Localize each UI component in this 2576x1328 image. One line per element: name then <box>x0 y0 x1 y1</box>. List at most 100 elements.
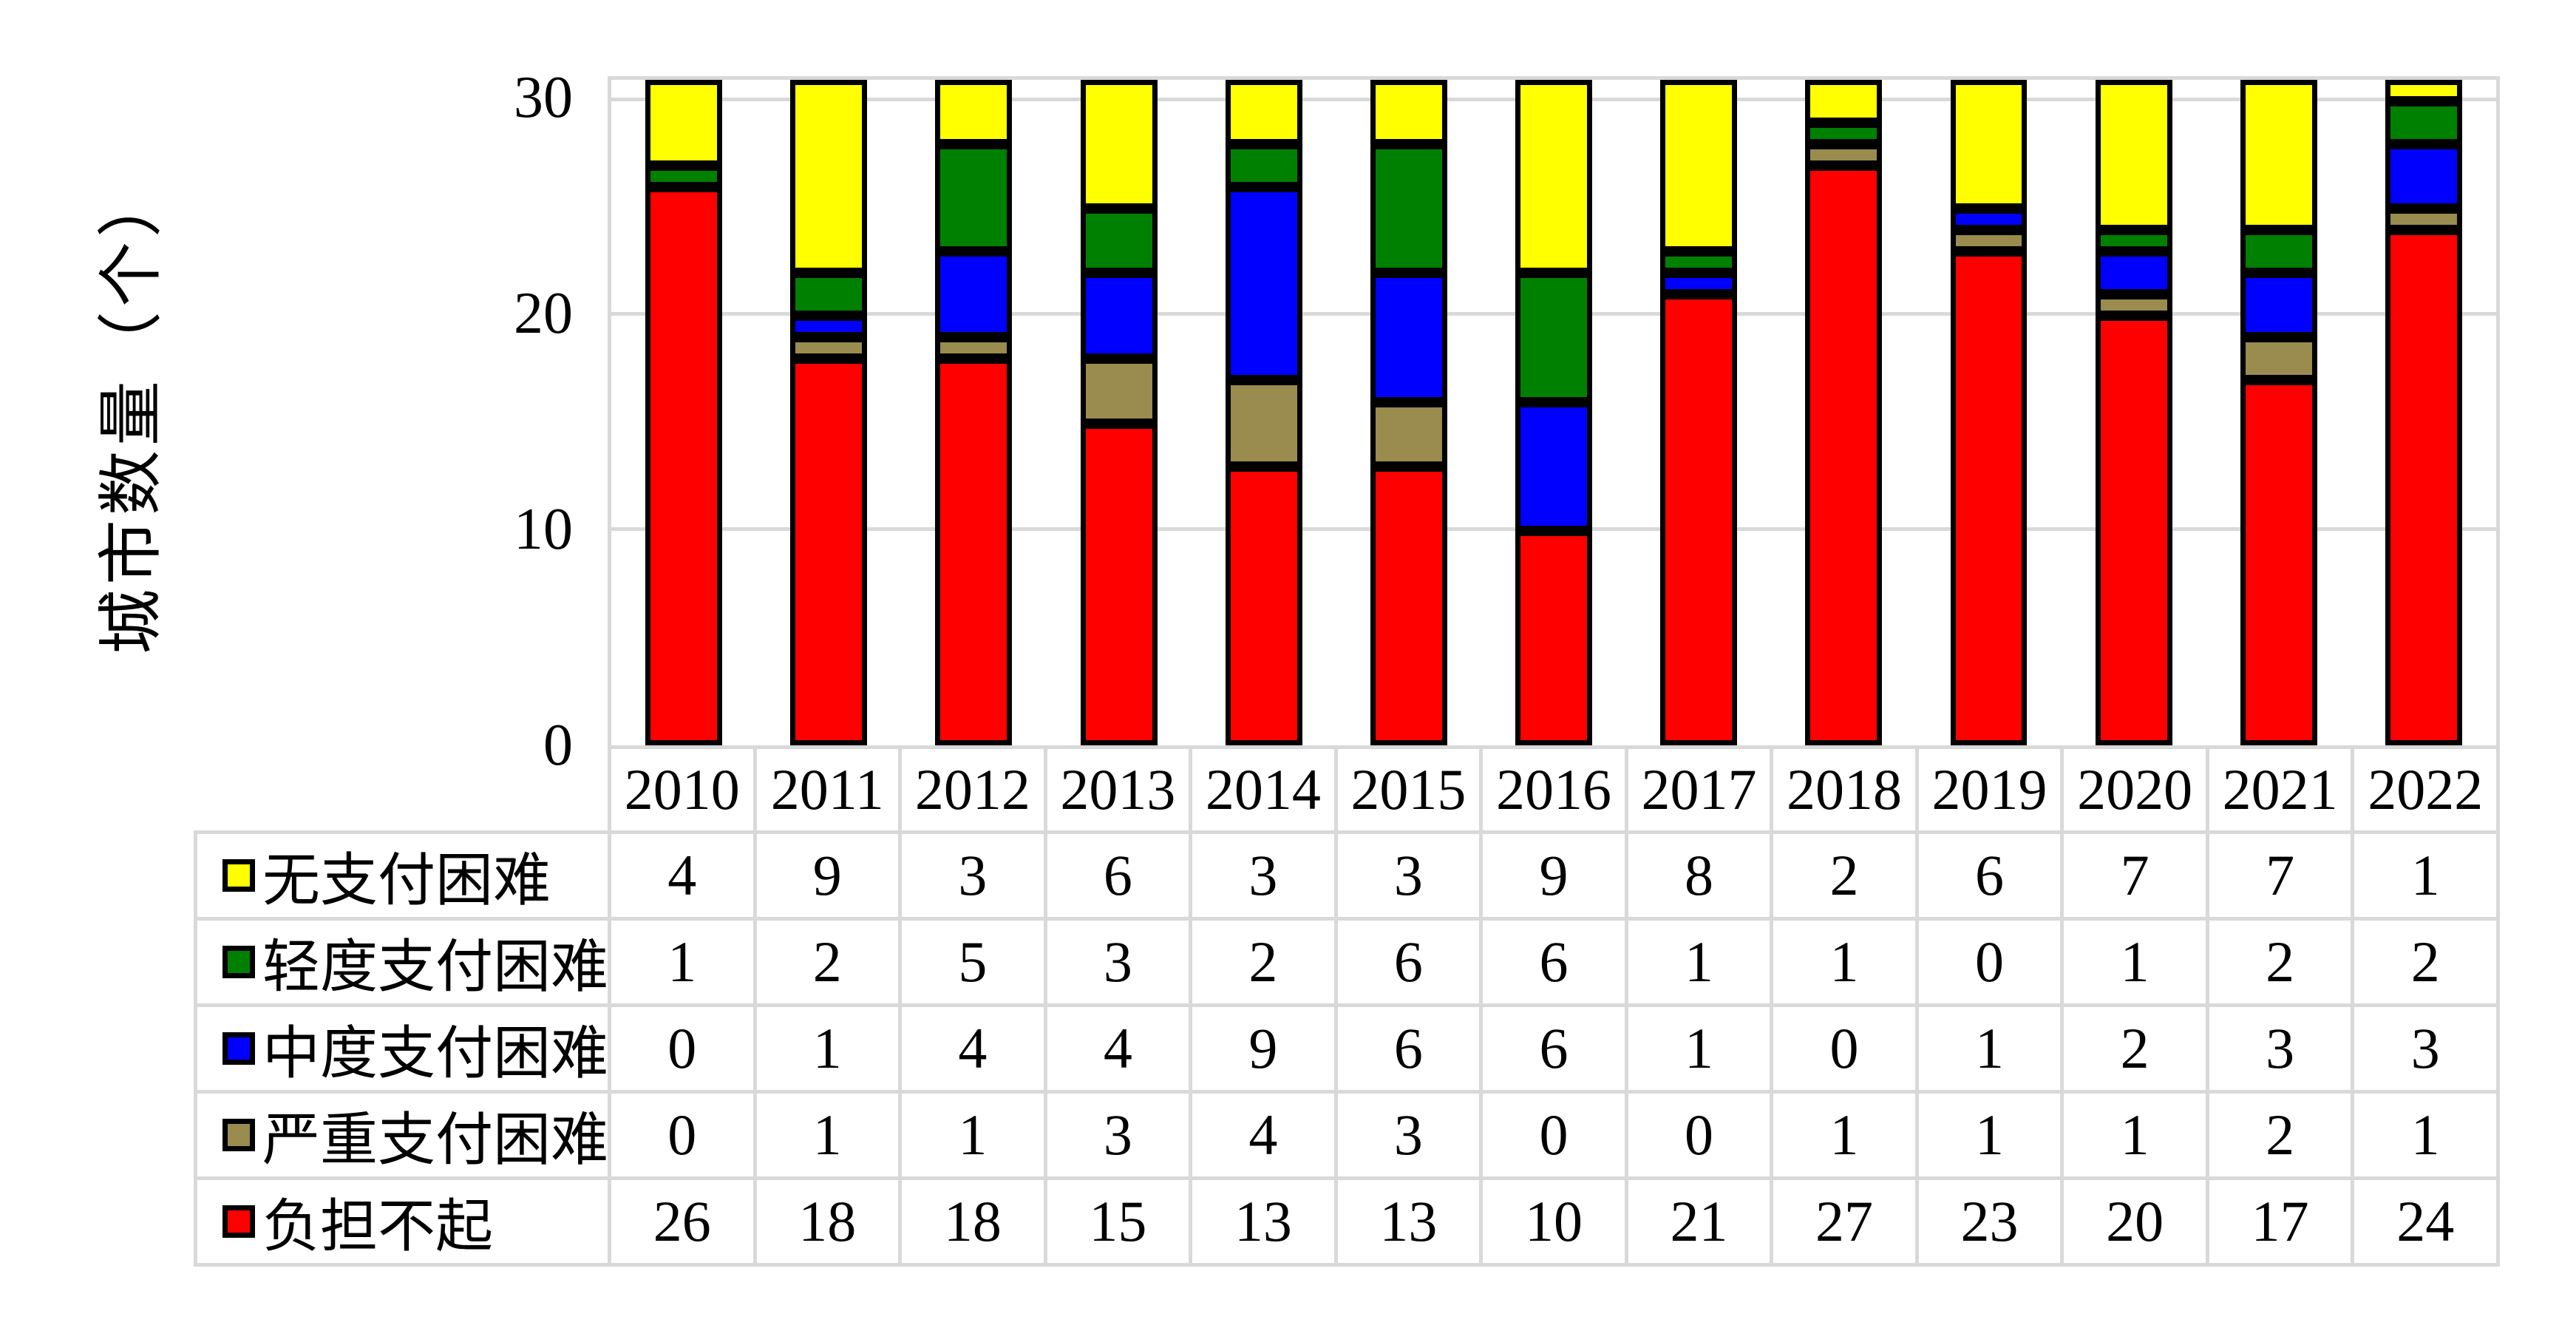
stacked-bar-2013 <box>1080 80 1158 745</box>
year-header-cell: 2017 <box>1624 745 1774 834</box>
value-cell: 26 <box>608 1176 757 1267</box>
plot-area <box>608 76 2500 745</box>
stacked-bar-2018 <box>1805 80 1883 745</box>
value-cell: 3 <box>2351 1003 2500 1094</box>
bar-segment <box>2240 80 2317 231</box>
stacked-bar-2020 <box>2095 80 2172 745</box>
y-tick-label: 20 <box>514 281 573 347</box>
table-row-years: 2010 2011 2012 2013 2014 2015 2016 2017 2018 2019… <box>196 745 2500 834</box>
stacked-bar-2022 <box>2385 80 2462 745</box>
legend-color-swatch <box>222 1205 255 1238</box>
legend-label: 严重支付困难 <box>262 1108 609 1172</box>
bar-segment <box>2240 230 2317 274</box>
table-row: 负担不起 26 18 18 15 13 13 10 21 27 23 20 17 24 <box>194 1176 2500 1267</box>
legend-label: 负担不起 <box>262 1194 494 1258</box>
value-cell: 23 <box>1914 1176 2064 1267</box>
bar-segment <box>2095 294 2172 316</box>
value-cell: 3 <box>1189 830 1338 921</box>
value-cell: 1 <box>1770 917 1919 1007</box>
bar-column-2010 <box>611 80 756 745</box>
value-cell: 24 <box>2351 1176 2500 1267</box>
bar-segment <box>1225 144 1302 188</box>
bar-segment <box>2385 230 2462 745</box>
value-cell: 2 <box>1770 830 1919 921</box>
stacked-bar-2016 <box>1515 80 1592 745</box>
value-cell: 17 <box>2205 1176 2355 1267</box>
year-header-cell: 2012 <box>898 745 1047 834</box>
legend-label: 无支付困难 <box>262 848 551 912</box>
y-axis-tick-labels: 0 10 20 30 <box>0 65 573 778</box>
bar-segment <box>645 80 723 166</box>
legend-color-swatch <box>222 1119 255 1151</box>
bar-segment <box>1080 209 1158 274</box>
year-header-cell: 2019 <box>1914 745 2064 834</box>
year-header-cell: 2018 <box>1770 745 1919 834</box>
year-header-cell: 2011 <box>752 745 903 834</box>
bar-series-container <box>611 80 2496 745</box>
bar-segment <box>2385 144 2462 209</box>
bar-segment <box>1805 123 1883 145</box>
value-cell: 15 <box>1043 1176 1193 1267</box>
legend-label: 中度支付困难 <box>262 1021 609 1085</box>
stacked-bar-2021 <box>2240 80 2317 745</box>
year-header-cell: 2014 <box>1189 745 1338 834</box>
bar-segment <box>2095 316 2172 745</box>
value-cell: 1 <box>898 1090 1047 1180</box>
year-header-cell: 2015 <box>1333 745 1484 834</box>
y-tick-label: 30 <box>514 65 573 131</box>
stacked-bar-2012 <box>935 80 1013 745</box>
y-tick-label: 0 <box>543 713 573 778</box>
table-row: 严重支付困难 0 1 1 3 4 3 0 0 1 1 1 2 1 <box>194 1090 2500 1180</box>
value-cell: 8 <box>1624 830 1774 921</box>
value-cell: 2 <box>2351 917 2500 1007</box>
value-cell: 1 <box>1914 1090 2064 1180</box>
bar-segment <box>790 359 868 745</box>
bar-segment <box>1950 209 2028 231</box>
value-cell: 9 <box>752 830 903 921</box>
bar-segment <box>1660 251 1738 274</box>
bar-segment <box>935 80 1013 145</box>
bar-segment <box>1225 80 1302 145</box>
stacked-bar-2010 <box>645 80 723 745</box>
bar-column-2017 <box>1626 80 1771 745</box>
table-corner-cell <box>196 748 610 833</box>
value-cell: 1 <box>1624 1003 1774 1094</box>
value-cell: 4 <box>898 1003 1047 1094</box>
value-cell: 27 <box>1770 1176 1919 1267</box>
value-cell: 1 <box>1914 1003 2064 1094</box>
bar-segment <box>1950 251 2028 745</box>
legend-color-swatch <box>222 946 255 978</box>
year-header-cell: 2021 <box>2205 745 2355 834</box>
bar-segment <box>1370 466 1447 745</box>
bar-segment <box>2240 273 2317 338</box>
value-cell: 6 <box>1333 917 1484 1007</box>
value-cell: 7 <box>2060 830 2209 921</box>
value-cell: 3 <box>1043 1090 1193 1180</box>
bar-column-2021 <box>2206 80 2351 745</box>
bar-segment <box>1080 359 1158 424</box>
year-header-cell: 2022 <box>2351 745 2500 834</box>
value-cell: 2 <box>2060 1003 2209 1094</box>
bar-column-2019 <box>1916 80 2061 745</box>
bar-segment <box>1515 530 1592 745</box>
value-cell: 5 <box>898 917 1047 1007</box>
value-cell: 6 <box>1479 917 1628 1007</box>
bar-segment <box>1515 273 1592 402</box>
value-cell: 9 <box>1189 1003 1338 1094</box>
bar-column-2011 <box>756 80 901 745</box>
value-cell: 3 <box>2205 1003 2355 1094</box>
bar-segment <box>1660 294 1738 745</box>
legend-cell: 负担不起 <box>194 1176 611 1267</box>
value-cell: 20 <box>2060 1176 2209 1267</box>
stacked-bar-2011 <box>790 80 868 745</box>
value-cell: 3 <box>898 830 1047 921</box>
stacked-bar-2019 <box>1950 80 2028 745</box>
value-cell: 1 <box>1624 917 1774 1007</box>
table-row: 轻度支付困难 1 2 5 3 2 6 6 1 1 0 1 2 2 <box>194 917 2500 1007</box>
value-cell: 0 <box>1479 1090 1628 1180</box>
legend-entry: 轻度支付困难 <box>200 923 606 1002</box>
bar-column-2018 <box>1771 80 1916 745</box>
legend-cell: 严重支付困难 <box>194 1090 611 1180</box>
value-cell: 1 <box>1770 1090 1919 1180</box>
